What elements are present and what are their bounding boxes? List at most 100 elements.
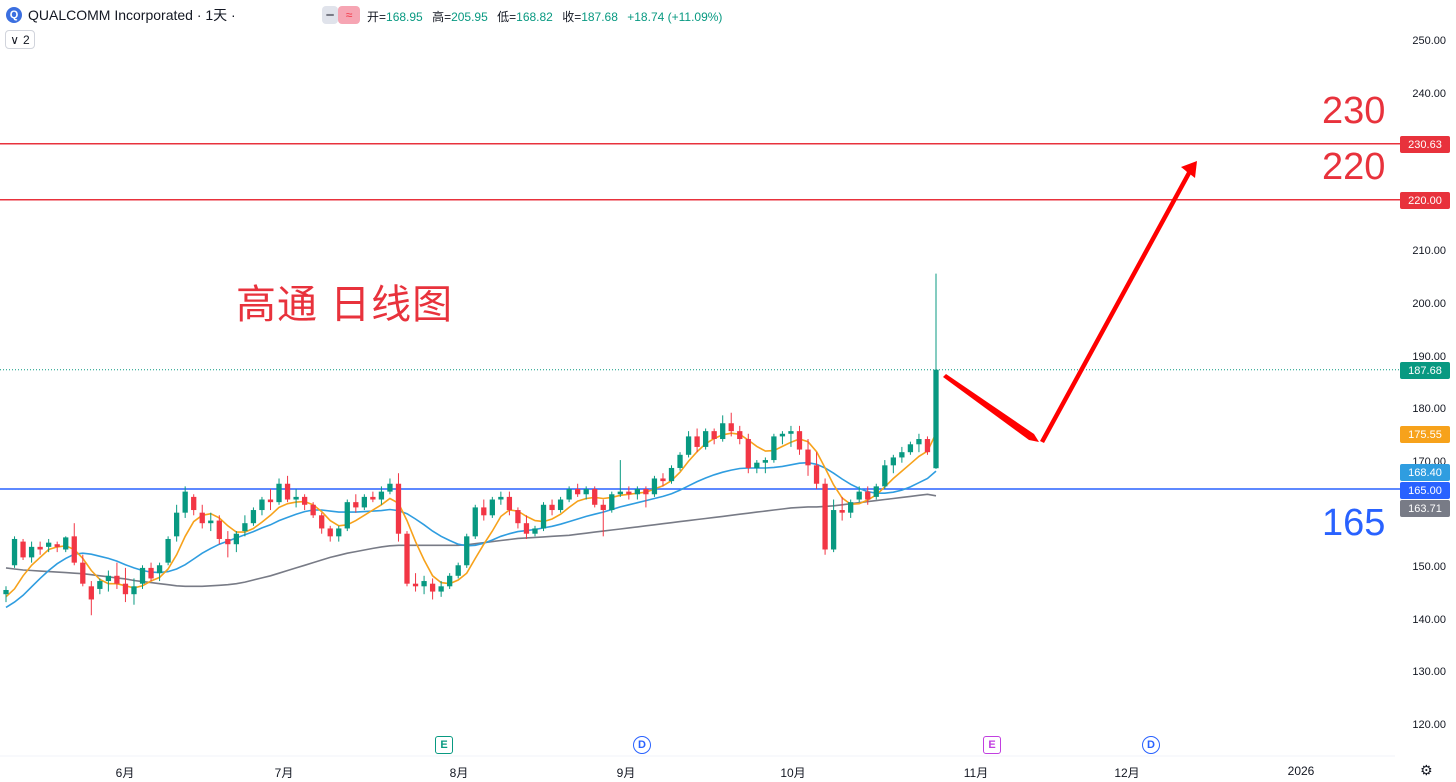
indicator-settings-icon[interactable]: ≈ <box>338 6 360 24</box>
y-tick-label: 250.00 <box>1412 34 1446 47</box>
candle <box>404 531 410 587</box>
candle <box>779 431 786 445</box>
candle-body <box>890 457 896 466</box>
candle <box>626 486 632 500</box>
candle <box>336 525 342 542</box>
candle <box>319 512 325 534</box>
candle-body <box>728 423 734 432</box>
candle-body <box>387 483 393 492</box>
candle <box>173 504 180 542</box>
candle <box>182 486 188 518</box>
candle-body <box>651 478 658 495</box>
candle-body <box>97 581 103 589</box>
ma-fast-tag: 175.55 <box>1400 426 1450 443</box>
candle <box>685 431 692 458</box>
x-tick-sep: 9月 <box>616 766 636 780</box>
indicator-collapse-button[interactable]: ∨ 2 <box>5 30 35 49</box>
candle <box>327 525 333 542</box>
dividend-marker[interactable]: D <box>633 736 651 754</box>
level-label-230[interactable]: 230 <box>1322 90 1386 132</box>
symbol-title[interactable]: QUALCOMM Incorporated · 1天 · <box>28 7 236 23</box>
candle-body <box>873 486 879 497</box>
ma-mid-line <box>5 461 937 609</box>
x-tick-2026: 2026 <box>1287 764 1315 778</box>
earnings-marker[interactable]: E <box>435 736 453 754</box>
candlesticks <box>3 273 939 616</box>
y-tick-label: 140.00 <box>1412 613 1446 626</box>
candle-body <box>566 489 572 500</box>
candle-body <box>600 504 606 511</box>
candle <box>370 491 376 503</box>
candle-body <box>455 565 461 576</box>
candle <box>651 475 658 497</box>
candle <box>745 433 751 474</box>
candle <box>566 486 572 503</box>
x-tick-oct: 10月 <box>780 766 806 780</box>
candle <box>924 436 931 455</box>
candle-body <box>395 483 402 534</box>
candle <box>702 428 709 450</box>
candle <box>660 473 666 487</box>
candle-body <box>702 431 709 447</box>
candle <box>754 460 760 474</box>
candle-body <box>737 431 743 440</box>
level-label-220[interactable]: 220 <box>1322 146 1386 188</box>
candle-body <box>191 496 197 511</box>
level-label-165[interactable]: 165 <box>1322 502 1386 544</box>
y-tick-label: 190.00 <box>1412 350 1446 363</box>
candle <box>412 573 419 592</box>
candle <box>549 499 555 516</box>
y-tick-label: 210.00 <box>1412 245 1446 258</box>
candle <box>830 499 837 553</box>
candle <box>677 452 683 471</box>
candle-body <box>626 491 632 495</box>
candle <box>28 541 35 563</box>
candle <box>421 575 427 595</box>
close-label: 收= <box>562 10 582 24</box>
settings-gear-icon[interactable]: ⚙ <box>1420 762 1433 778</box>
dividend-marker-upcoming[interactable]: D <box>1142 736 1160 754</box>
candle-body <box>634 489 641 495</box>
candle-body <box>540 504 547 529</box>
candle <box>916 433 922 453</box>
candle-body <box>464 536 470 566</box>
candle-body <box>199 512 205 524</box>
y-tick-label: 180.00 <box>1412 403 1446 416</box>
candle-body <box>250 510 257 524</box>
candle <box>464 533 470 568</box>
candle <box>643 486 649 508</box>
close-value: 187.68 <box>581 10 618 24</box>
candle-body <box>830 510 837 550</box>
candle-body <box>421 581 427 587</box>
candle-body <box>233 533 240 545</box>
candle-body <box>242 523 248 532</box>
candle <box>575 483 581 497</box>
candle-body <box>609 494 615 511</box>
candle <box>199 504 205 529</box>
candle-body <box>583 489 589 495</box>
moving-averages <box>5 432 937 609</box>
candle <box>848 499 854 518</box>
candle-body <box>788 431 794 434</box>
candle-body <box>284 483 291 500</box>
candle-body <box>267 499 274 503</box>
up-arrow-head <box>1181 161 1197 178</box>
candle-body <box>301 496 308 505</box>
candle-body <box>54 544 60 547</box>
candle-body <box>856 491 862 500</box>
candle-body <box>148 567 154 579</box>
candle <box>634 486 641 500</box>
hide-indicator-icon[interactable]: ━ <box>322 6 338 24</box>
annotation-title[interactable]: 高通 日线图 <box>236 283 454 327</box>
candle-body <box>617 491 623 495</box>
candle <box>762 457 769 474</box>
ma-fast-line <box>5 432 937 598</box>
earnings-marker-upcoming[interactable]: E <box>983 736 1001 754</box>
candle-body <box>882 465 888 487</box>
candle-body <box>924 439 931 453</box>
candle-body <box>319 515 325 529</box>
candle-body <box>353 502 359 508</box>
candle <box>540 502 547 532</box>
candle <box>208 512 214 532</box>
